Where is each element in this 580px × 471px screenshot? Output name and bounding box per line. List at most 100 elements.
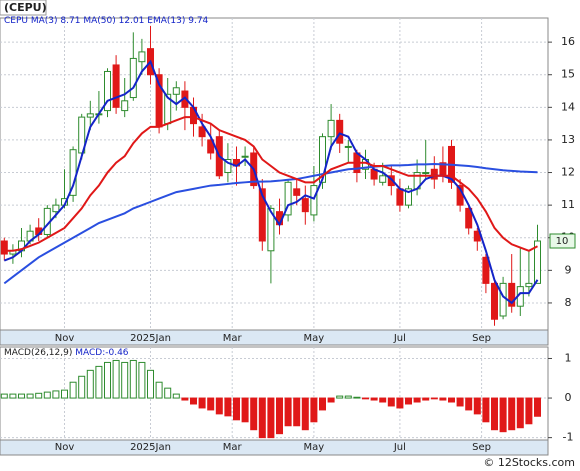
macd-bar: [456, 397, 464, 407]
legend-entry: MACD:: [75, 348, 105, 358]
macd-bar: [370, 397, 378, 401]
x-tick-label: 2025Jan: [130, 333, 171, 344]
macd-bar: [233, 397, 240, 421]
legend-entry: CEPU: [4, 16, 28, 26]
legend: CEPU MA(3) 8.71 MA(50) 12.01 EMA(13) 9.7…: [4, 16, 209, 26]
macd-bar: [473, 397, 481, 415]
candle-body: [284, 181, 292, 216]
macd-bar: [241, 397, 249, 423]
x-tick-label: Mar: [223, 442, 243, 453]
macd-bar: [104, 361, 111, 399]
x-tick-label: May: [304, 333, 325, 344]
legend-value: 9.74: [188, 16, 208, 26]
candle-body: [198, 126, 206, 138]
x-tick-label: Sep: [472, 442, 491, 453]
x-tick-label: 2025Jan: [130, 442, 171, 453]
ma-line: [3, 163, 538, 285]
y-tick-label: 14: [561, 100, 575, 113]
y-tick-label: 13: [561, 133, 575, 146]
candle-body: [86, 113, 94, 118]
candle-body: [336, 119, 344, 144]
ma-line: [3, 59, 539, 305]
x-tick-label: Mar: [223, 333, 243, 344]
macd-bar: [344, 395, 352, 399]
candle-body: [172, 87, 180, 95]
x-tick-label: Jul: [393, 442, 406, 453]
macd-bar: [138, 361, 146, 399]
candle-body: [258, 188, 266, 242]
y-tick-label: 16: [561, 35, 575, 48]
macd-bar: [422, 397, 430, 401]
legend-entry: MA(3): [31, 16, 58, 26]
legend-entry: MACD(26,12,9): [4, 348, 72, 358]
y-tick-label: 1: [565, 351, 572, 364]
macd-bar: [353, 396, 361, 399]
macd-bar: [190, 397, 197, 405]
legend-value: -0.46: [105, 348, 129, 358]
chart-title: (CEPU): [4, 1, 47, 14]
y-tick-label: 9: [565, 263, 572, 276]
x-tick-label: Sep: [472, 333, 491, 344]
candle-body: [224, 158, 232, 174]
candle-body: [112, 64, 120, 108]
candle-body: [121, 100, 129, 112]
macd-bar: [0, 393, 8, 399]
candle-body: [405, 188, 412, 206]
date-axis: [0, 329, 549, 346]
candle-body: [104, 70, 111, 112]
macd-bar: [43, 391, 51, 399]
macd-bar: [267, 397, 275, 439]
candle-body: [301, 198, 309, 213]
candle-body: [327, 119, 335, 138]
y-tick-label: 0: [565, 391, 572, 404]
legend-entry: MA(50): [83, 16, 115, 26]
macd-bar: [387, 397, 395, 407]
candle-body: [482, 256, 490, 284]
macd-bar: [129, 359, 137, 399]
candle-body: [534, 240, 541, 284]
candle-body: [129, 57, 137, 99]
macd-bar: [293, 397, 301, 427]
date-axis: [0, 439, 549, 456]
macd-bar: [413, 397, 421, 403]
candle-body: [379, 175, 387, 183]
macd-bar: [439, 397, 447, 401]
candle-body: [52, 204, 60, 213]
macd-bar: [78, 375, 86, 399]
x-tick-label: Jul: [393, 333, 406, 344]
macd-bar: [35, 392, 43, 399]
candle-body: [525, 282, 533, 288]
y-tick-label: -1: [563, 431, 574, 444]
candle-body: [491, 282, 498, 320]
candle-body: [396, 188, 404, 206]
candle-body: [207, 139, 215, 154]
candle-body: [267, 207, 275, 252]
candle-body: [241, 155, 249, 158]
candle-body: [319, 136, 326, 183]
x-tick-label: May: [304, 442, 325, 453]
macd-bar: [9, 393, 17, 399]
macd-bar: [327, 397, 335, 403]
title-tab: [0, 0, 47, 16]
candle-body: [310, 185, 318, 216]
macd-bar: [525, 397, 533, 425]
macd-bar: [147, 369, 154, 399]
macd-bar: [224, 397, 232, 417]
candle-body: [344, 145, 352, 148]
macd-bar: [121, 361, 129, 399]
candle-body: [138, 51, 146, 63]
candle-body: [422, 172, 430, 175]
macd-bar: [61, 389, 68, 399]
candle-body: [0, 240, 8, 255]
macd-bar: [86, 369, 94, 399]
macd-bar: [516, 397, 524, 429]
macd-bar: [112, 359, 120, 399]
macd-bar: [181, 397, 189, 401]
candle-body: [508, 282, 516, 307]
macd-bar: [491, 397, 498, 431]
candle-body: [387, 175, 395, 187]
macd-bar: [310, 397, 318, 423]
legend-value: 8.71: [60, 16, 80, 26]
legend: MACD(26,12,9) MACD:-0.46: [4, 348, 129, 358]
candle-body: [430, 168, 438, 180]
